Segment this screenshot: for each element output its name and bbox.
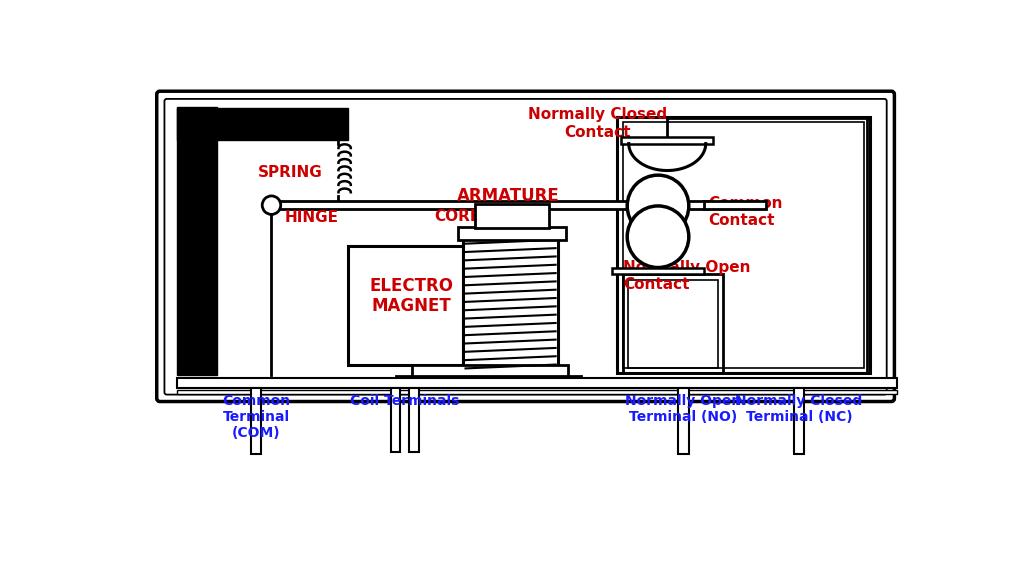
- Bar: [177, 390, 897, 394]
- Bar: [628, 280, 718, 367]
- Bar: [705, 201, 766, 209]
- Bar: [348, 246, 463, 365]
- Bar: [794, 387, 804, 454]
- Circle shape: [628, 206, 689, 267]
- Bar: [475, 204, 549, 228]
- Bar: [410, 389, 419, 452]
- Bar: [611, 267, 705, 274]
- Bar: [623, 274, 724, 373]
- Bar: [177, 108, 348, 141]
- Circle shape: [262, 196, 281, 215]
- Text: Coil Terminals: Coil Terminals: [350, 394, 460, 408]
- Circle shape: [628, 175, 689, 236]
- Bar: [678, 387, 689, 454]
- Bar: [412, 365, 568, 377]
- Bar: [251, 387, 261, 454]
- Bar: [463, 236, 558, 367]
- Text: Normally Closed
Terminal (NC): Normally Closed Terminal (NC): [735, 394, 862, 424]
- Bar: [621, 137, 714, 144]
- FancyBboxPatch shape: [157, 91, 894, 402]
- Text: ARMATURE: ARMATURE: [457, 187, 559, 205]
- Bar: [177, 107, 217, 375]
- Bar: [396, 376, 581, 387]
- Bar: [271, 201, 708, 209]
- Bar: [391, 389, 400, 452]
- Text: CORE: CORE: [434, 209, 481, 224]
- Text: HINGE: HINGE: [285, 210, 339, 225]
- Bar: [458, 227, 565, 240]
- Bar: [177, 378, 897, 389]
- Bar: [617, 117, 869, 373]
- Text: ELECTRO
MAGNET: ELECTRO MAGNET: [370, 277, 454, 316]
- Text: Normally Open
Contact: Normally Open Contact: [624, 260, 751, 292]
- Text: Common
Contact: Common Contact: [708, 196, 782, 228]
- Text: Normally Closed
Contact: Normally Closed Contact: [528, 107, 668, 140]
- Text: SPRING: SPRING: [258, 165, 323, 180]
- Bar: [623, 122, 864, 367]
- Text: Common
Terminal
(COM): Common Terminal (COM): [222, 394, 290, 440]
- Text: Normally Open
Terminal (NO): Normally Open Terminal (NO): [626, 394, 741, 424]
